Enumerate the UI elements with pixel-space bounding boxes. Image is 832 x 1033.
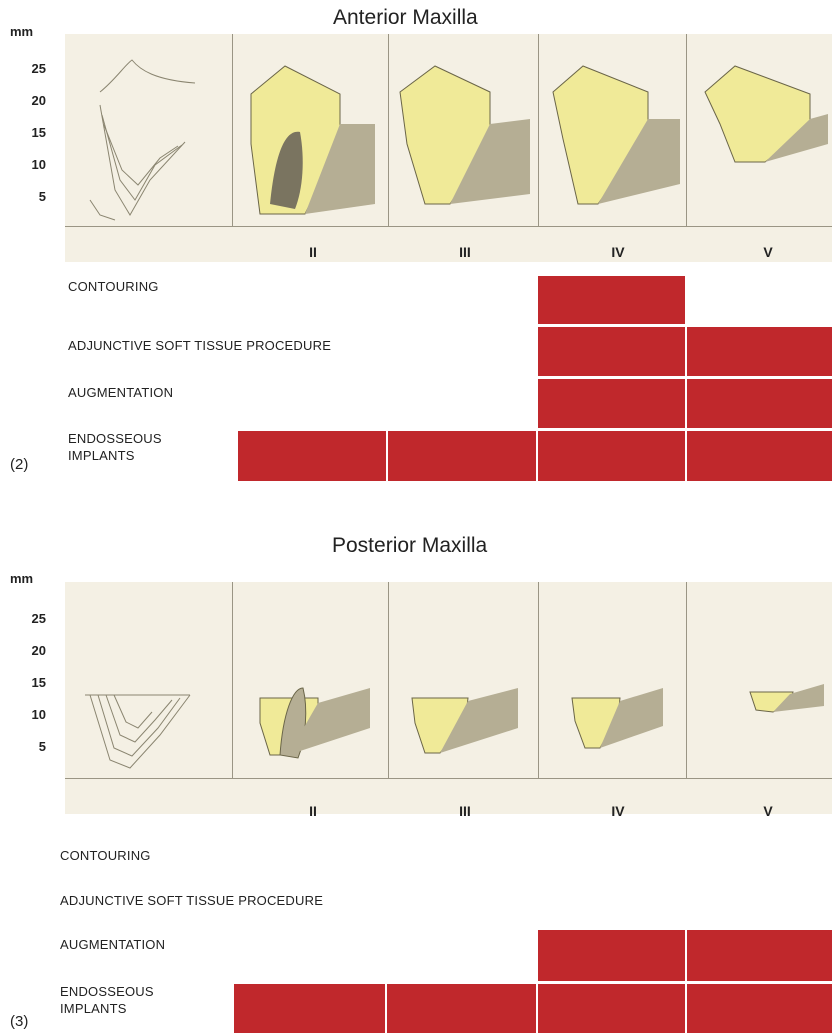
section-title: Anterior Maxilla bbox=[333, 6, 478, 29]
bar-implants-V bbox=[687, 431, 832, 481]
tick-label: 20 bbox=[31, 93, 46, 108]
panel-divider bbox=[686, 34, 687, 226]
bar-implants-III bbox=[387, 984, 536, 1033]
procedure-label: ENDOSSEOUS IMPLANTS bbox=[60, 984, 154, 1016]
bar-contouring-IV bbox=[538, 276, 685, 324]
class-label: II bbox=[309, 244, 317, 260]
panel-divider bbox=[388, 582, 389, 778]
class-label: IV bbox=[611, 244, 625, 260]
procedure-label: ADJUNCTIVE SOFT TISSUE PROCEDURE bbox=[68, 338, 332, 353]
bar-augmentation-V bbox=[687, 379, 832, 428]
bar-implants-IV bbox=[538, 984, 685, 1033]
ridge-class-V-illustration bbox=[704, 65, 828, 163]
bar-implants-II bbox=[234, 984, 385, 1033]
panel-divider bbox=[538, 582, 539, 778]
tick-label: 25 bbox=[31, 61, 46, 76]
panel-divider bbox=[538, 34, 539, 226]
figure-number: (3) bbox=[10, 1013, 29, 1030]
unit-label: mm bbox=[10, 571, 34, 586]
tick-label: 25 bbox=[31, 611, 46, 626]
procedure-label: ENDOSSEOUS IMPLANTS bbox=[68, 431, 162, 463]
bar-augmentation-IV bbox=[538, 379, 685, 428]
tick-label: 20 bbox=[31, 643, 46, 658]
procedure-label: CONTOURING bbox=[68, 279, 159, 294]
tick-label: 10 bbox=[31, 157, 46, 172]
procedure-label: CONTOURING bbox=[60, 848, 151, 863]
tick-label: 5 bbox=[38, 739, 46, 754]
ridge-class-V-illustration bbox=[749, 684, 824, 713]
class-label: II bbox=[309, 803, 317, 819]
ridge-outline-illustration bbox=[89, 59, 196, 221]
bar-soft-tissue-IV bbox=[538, 327, 685, 376]
class-label: V bbox=[763, 803, 773, 819]
bar-implants-IV bbox=[538, 431, 685, 481]
panel-divider bbox=[232, 582, 233, 778]
bar-implants-II bbox=[238, 431, 386, 481]
tick-label: 15 bbox=[31, 125, 46, 140]
panel-baseline bbox=[65, 778, 832, 779]
class-label: III bbox=[459, 244, 471, 260]
class-label: III bbox=[459, 803, 471, 819]
tick-label: 5 bbox=[38, 189, 46, 204]
section-title: Posterior Maxilla bbox=[332, 534, 488, 557]
bar-implants-III bbox=[388, 431, 536, 481]
ridge-class-III-illustration bbox=[411, 688, 518, 754]
ridge-class-III-illustration bbox=[399, 65, 530, 205]
ridge-outline-illustration bbox=[85, 694, 191, 769]
bar-augmentation-V bbox=[687, 930, 832, 981]
panel-baseline bbox=[65, 226, 832, 227]
ridge-class-IV-illustration bbox=[552, 65, 680, 205]
procedure-label: AUGMENTATION bbox=[60, 937, 166, 952]
bar-implants-V bbox=[687, 984, 832, 1033]
tick-label: 15 bbox=[31, 675, 46, 690]
panel-divider bbox=[232, 34, 233, 226]
bar-augmentation-IV bbox=[538, 930, 685, 981]
procedure-label: AUGMENTATION bbox=[68, 385, 174, 400]
ridge-class-II-illustration bbox=[250, 65, 375, 215]
ridge-class-II-illustration bbox=[259, 687, 370, 759]
bar-soft-tissue-V bbox=[687, 327, 832, 376]
class-label: V bbox=[763, 244, 773, 260]
panel-divider bbox=[686, 582, 687, 778]
panel-divider bbox=[388, 34, 389, 226]
ridge-class-IV-illustration bbox=[571, 688, 663, 749]
figure-number: (2) bbox=[10, 456, 29, 473]
tick-label: 10 bbox=[31, 707, 46, 722]
class-label: IV bbox=[611, 803, 625, 819]
procedure-label: ADJUNCTIVE SOFT TISSUE PROCEDURE bbox=[60, 893, 324, 908]
unit-label: mm bbox=[10, 24, 34, 39]
